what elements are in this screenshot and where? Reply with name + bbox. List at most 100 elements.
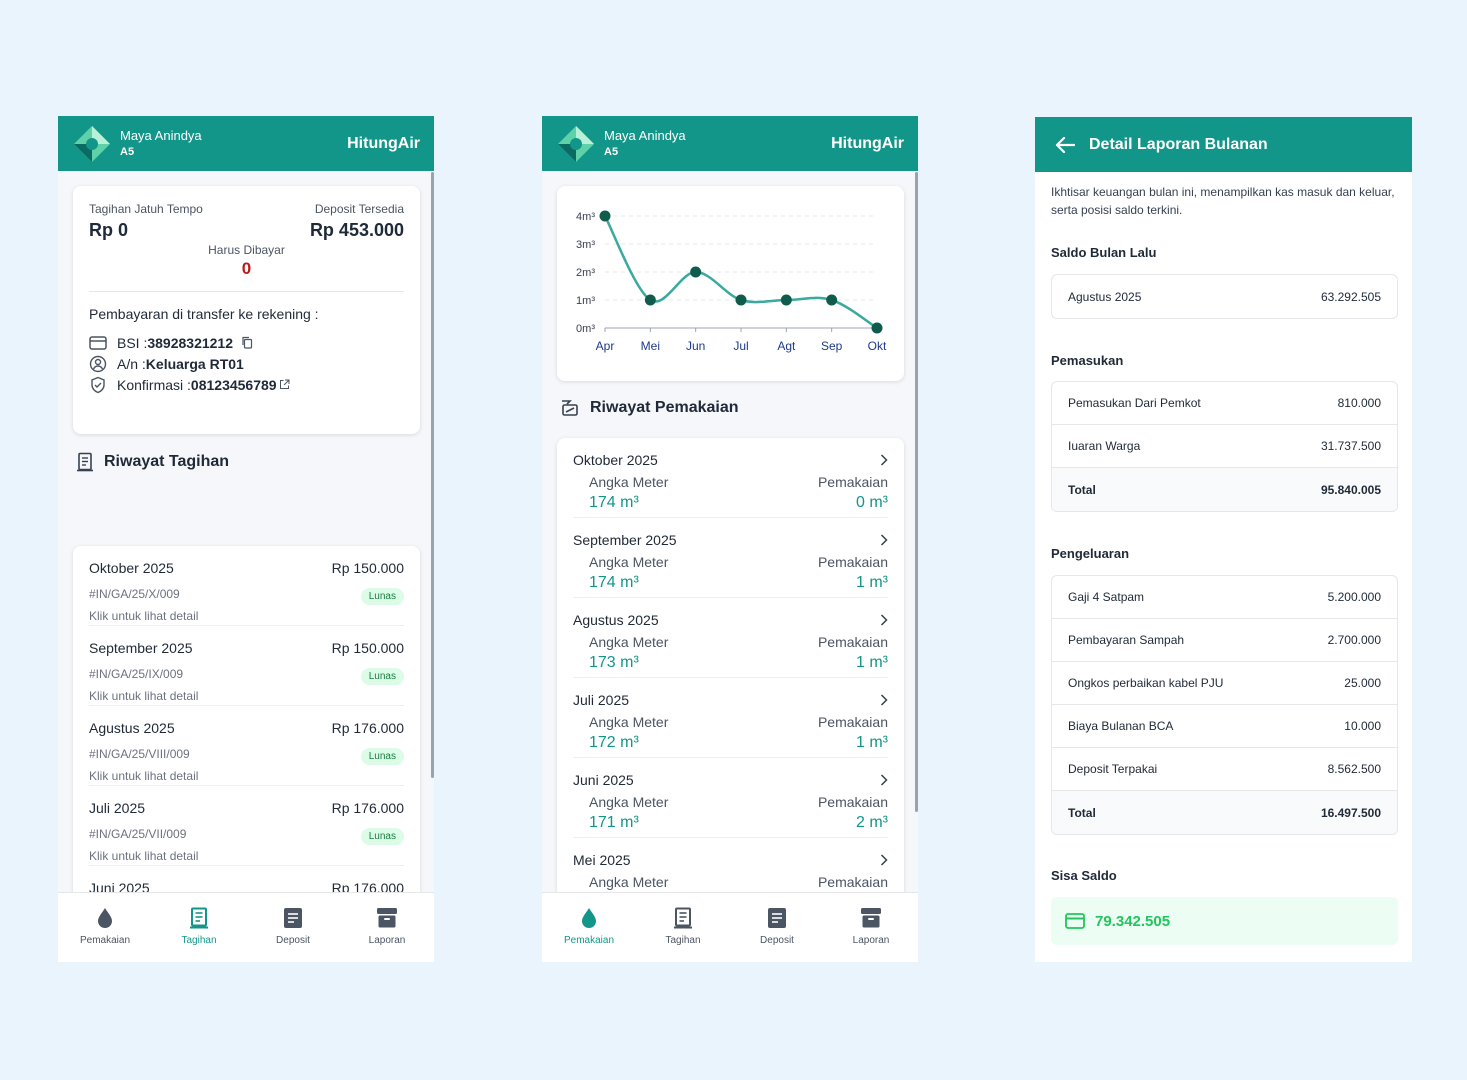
expense-table: Gaji 4 Satpam 5.200.000 Pembayaran Sampah 2… [1051, 575, 1398, 835]
account-holder-line: A/n : Keluarga RT01 [89, 353, 404, 374]
nav-deposit[interactable]: Deposit [730, 893, 824, 962]
meter-label: Angka Meter [589, 554, 669, 570]
meter-label: Angka Meter [589, 714, 669, 730]
brand-name: HitungAir [347, 134, 420, 152]
nav-laporan[interactable]: Laporan [340, 893, 434, 962]
nav-tagihan[interactable]: Tagihan [636, 893, 730, 962]
bill-amount: Rp 176.000 [331, 800, 404, 816]
usage-row[interactable]: Mei 2025 Angka Meter Pemakaian [573, 838, 888, 892]
bill-month: September 2025 [89, 640, 193, 656]
usage-line-chart: 0m³ 1m³ 2m³ 3m³ 4m³ Apr Mei Jun Jul Agt Sep Okt [576, 210, 887, 353]
row-value: 5.200.000 [1327, 590, 1381, 604]
meter-reading-icon [562, 400, 578, 416]
usage-row[interactable]: Oktober 2025 Angka Meter Pemakaian 174 m³ 0 … [573, 438, 888, 518]
usage-row[interactable]: Agustus 2025 Angka Meter Pemakaian 173 m³ 1 … [573, 598, 888, 678]
meter-value: 174 m³ [589, 494, 639, 511]
bill-row[interactable]: Oktober 2025 Rp 150.000 #IN/GA/25/X/009 Lun… [89, 546, 404, 626]
nav-laporan-label: Laporan [368, 935, 406, 946]
bill-detail-hint: Klik untuk lihat detail [89, 849, 199, 863]
bill-detail-hint: Klik untuk lihat detail [89, 689, 199, 703]
data-point[interactable] [599, 210, 611, 222]
nav-laporan[interactable]: Laporan [824, 893, 918, 962]
report-intro: Ikhtisar keuangan bulan ini, menampilkan… [1051, 185, 1395, 217]
status-badge: Lunas [360, 588, 404, 605]
table-row: Iuaran Warga 31.737.500 [1052, 425, 1397, 468]
balance-box: 79.342.505 [1051, 897, 1398, 945]
external-link-icon[interactable] [279, 379, 290, 390]
usage-row[interactable]: Juni 2025 Angka Meter Pemakaian 171 m³ 2 m³ [573, 758, 888, 838]
nav-laporan-label: Laporan [852, 935, 890, 946]
tagihan-screen: Maya Anindya A5 HitungAir Tagihan Jatuh … [58, 116, 434, 962]
holder-name: Keluarga RT01 [145, 355, 244, 372]
usage-row[interactable]: September 2025 Angka Meter Pemakaian 174 m³… [573, 518, 888, 598]
usage-label: Pemakaian [817, 634, 888, 650]
table-row: Pembayaran Sampah 2.700.000 [1052, 619, 1397, 662]
confirm-phone[interactable]: 08123456789 [190, 376, 277, 393]
bill-code: #IN/GA/25/X/009 [89, 586, 180, 601]
meter-value: 171 m³ [589, 814, 639, 831]
back-arrow-icon[interactable] [1055, 136, 1075, 153]
income-table: Pemasukan Dari Pemkot 810.000 Iuaran Warga… [1051, 381, 1398, 512]
data-point[interactable] [690, 266, 702, 278]
row-value: 25.000 [1344, 676, 1381, 690]
bill-amount: Rp 150.000 [331, 560, 404, 576]
row-value: 10.000 [1344, 719, 1381, 733]
row-value: 2.700.000 [1327, 633, 1381, 647]
content-area[interactable]: 0m³ 1m³ 2m³ 3m³ 4m³ Apr Mei Jun Jul Agt Sep Okt Riw… [542, 171, 918, 892]
bill-row[interactable]: Agustus 2025 Rp 176.000 #IN/GA/25/VIII/009… [89, 706, 404, 786]
bill-amount: Rp 150.000 [331, 640, 404, 656]
y-tick-label: 2m³ [576, 267, 595, 279]
prev-balance-table: Agustus 2025 63.292.505 [1051, 274, 1398, 319]
due-label: Tagihan Jatuh Tempo [89, 202, 203, 216]
x-tick-label: Jul [733, 339, 748, 353]
laporan-detail-screen: Detail Laporan Bulanan Ikhtisar keuangan… [1035, 117, 1412, 962]
bill-row[interactable]: Juli 2025 Rp 176.000 #IN/GA/25/VII/009 Luna… [89, 786, 404, 866]
chevron-right-icon [880, 854, 888, 866]
meter-label: Angka Meter [589, 794, 669, 810]
copy-icon[interactable] [241, 336, 253, 349]
meter-value: 172 m³ [589, 734, 639, 751]
usage-month: Juli 2025 [573, 692, 630, 708]
bank-account-number: 38928321212 [147, 334, 234, 351]
y-tick-label: 1m³ [576, 295, 595, 307]
data-point[interactable] [644, 294, 656, 306]
deposit-value: Rp 453.000 [309, 220, 404, 240]
bill-month: Juni 2025 [89, 880, 150, 892]
user-circle-icon [89, 355, 107, 372]
nav-pemakaian[interactable]: Pemakaian [542, 893, 636, 962]
nav-pemakaian[interactable]: Pemakaian [58, 893, 152, 962]
data-point[interactable] [871, 322, 883, 334]
deposit-label: Deposit Tersedia [314, 202, 404, 216]
table-row: Agustus 2025 63.292.505 [1052, 275, 1397, 318]
chevron-right-icon [880, 774, 888, 786]
meter-label: Angka Meter [589, 634, 669, 650]
shield-check-icon [91, 376, 105, 393]
app-header: Detail Laporan Bulanan [1035, 117, 1412, 172]
billing-summary-card: Tagihan Jatuh Tempo Rp 0 Deposit Tersedi… [73, 186, 420, 434]
nav-tagihan[interactable]: Tagihan [152, 893, 246, 962]
usage-history-title: Riwayat Pemakaian [590, 399, 739, 416]
app-header: Maya Anindya A5 HitungAir [58, 116, 434, 171]
data-point[interactable] [735, 294, 747, 306]
x-tick-label: Agt [777, 339, 796, 353]
scrollbar[interactable] [915, 172, 918, 812]
nav-deposit[interactable]: Deposit [246, 893, 340, 962]
x-tick-label: Sep [821, 339, 843, 353]
data-point[interactable] [780, 294, 792, 306]
nav-pemakaian-label: Pemakaian [563, 935, 615, 946]
bill-code: #IN/GA/25/IX/009 [89, 666, 184, 681]
bill-amount: Rp 176.000 [331, 880, 404, 892]
data-point[interactable] [826, 294, 838, 306]
usage-row[interactable]: Juli 2025 Angka Meter Pemakaian 172 m³ 1 m³ [573, 678, 888, 758]
bill-row[interactable]: September 2025 Rp 150.000 #IN/GA/25/IX/009… [89, 626, 404, 706]
usage-history-list: Oktober 2025 Angka Meter Pemakaian 174 m³ 0 … [557, 438, 904, 892]
scrollbar[interactable] [431, 172, 434, 778]
row-label: Total [1068, 805, 1096, 820]
row-label: Deposit Terpakai [1068, 762, 1158, 776]
content-area[interactable]: Tagihan Jatuh Tempo Rp 0 Deposit Tersedi… [58, 171, 434, 892]
row-label: Pembayaran Sampah [1068, 633, 1185, 647]
total-row: Total 95.840.005 [1052, 468, 1397, 511]
row-label: Total [1068, 482, 1096, 497]
user-unit: A5 [120, 145, 135, 158]
